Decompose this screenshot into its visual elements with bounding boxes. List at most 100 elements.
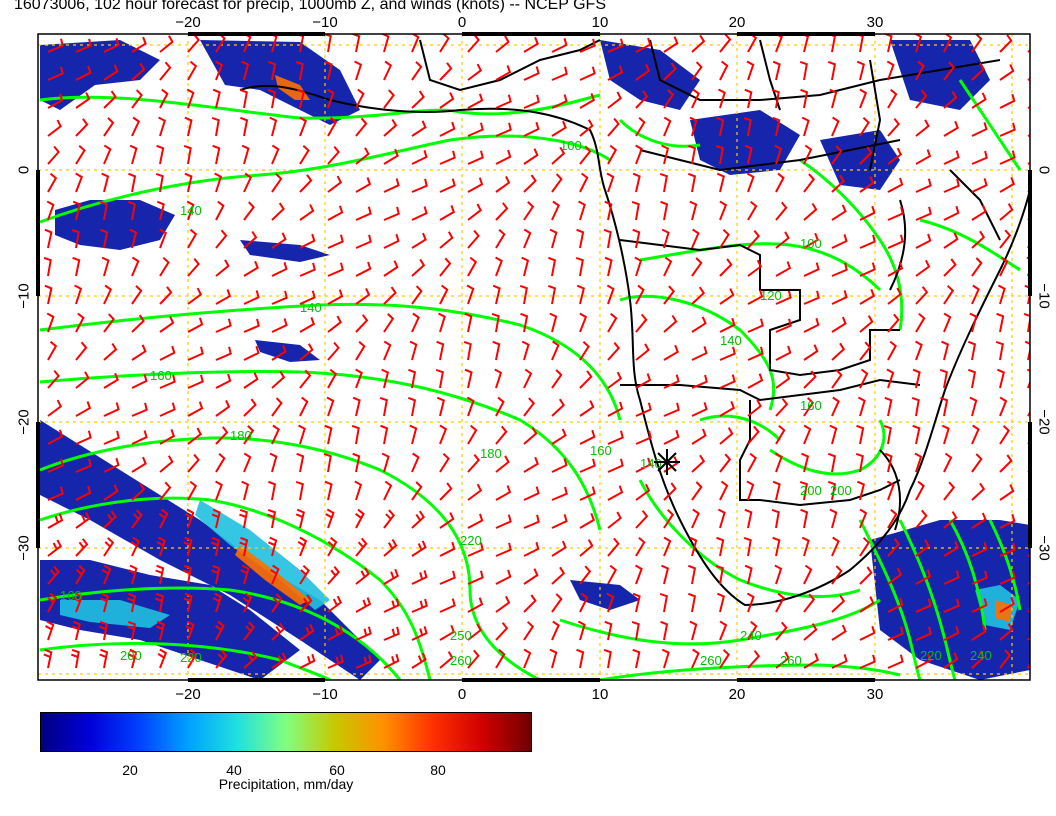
wind-barb (355, 177, 372, 193)
wind-barb (99, 620, 108, 641)
wind-barb (355, 234, 372, 249)
wind-barb (296, 88, 305, 109)
wind-barb (241, 60, 250, 81)
wind-barb (47, 119, 62, 137)
wind-barb (439, 541, 456, 557)
contour-label: 180 (230, 428, 252, 443)
wind-barb (439, 121, 456, 137)
wind-barb (521, 340, 530, 361)
wind-barb (381, 452, 390, 473)
wind-barb (915, 653, 932, 669)
wind-barb (158, 116, 167, 137)
wind-barb (887, 654, 904, 669)
wind-barb (129, 228, 138, 249)
wind-barb (887, 567, 903, 585)
wind-barb (492, 284, 501, 305)
wind-barb (747, 200, 758, 221)
wind-barb (999, 484, 1015, 501)
wind-barb (523, 36, 539, 53)
wind-barb (887, 206, 904, 221)
wind-barb (354, 60, 363, 81)
wind-barb (743, 116, 752, 137)
contour-label: 220 (180, 650, 202, 665)
wind-barb (915, 149, 932, 165)
wind-barb (439, 178, 456, 193)
wind-barb (467, 570, 484, 585)
wind-barb (579, 400, 595, 417)
contour-label: 260 (700, 653, 722, 668)
wind-barb (157, 648, 168, 669)
wind-barb (915, 340, 923, 361)
wind-barb (495, 455, 510, 473)
wind-barb (607, 564, 617, 585)
wind-barb (691, 228, 700, 249)
wind-barb (159, 429, 176, 445)
wind-barb (1023, 312, 1030, 333)
wind-barb (327, 315, 342, 333)
wind-barb (774, 564, 783, 585)
contour-label: 100 (560, 138, 582, 153)
wind-barb (831, 316, 847, 333)
wind-barb (103, 402, 120, 417)
wind-barb (271, 652, 287, 669)
colorbar-tick: 60 (329, 762, 345, 778)
wind-barb (103, 64, 119, 81)
wind-barb (128, 172, 137, 193)
wind-barb (127, 620, 137, 641)
wind-barb (131, 402, 148, 417)
wind-barb (185, 508, 195, 529)
wind-barb (995, 340, 1004, 361)
wind-barb (491, 312, 500, 333)
wind-barb (635, 483, 651, 501)
wind-barb (383, 480, 393, 501)
wind-barb (719, 427, 734, 445)
wind-barb (243, 260, 259, 277)
wind-barb (495, 485, 512, 501)
wind-barb (659, 172, 668, 193)
wind-barb (999, 542, 1016, 557)
wind-barb (383, 260, 399, 277)
wind-barb (47, 458, 64, 473)
contour-label: 220 (920, 648, 942, 663)
wind-barb (579, 565, 592, 585)
wind-barb (75, 312, 85, 333)
wind-barb (411, 626, 428, 641)
wind-barb (355, 597, 372, 613)
wind-barb (1024, 340, 1030, 361)
wind-barb (74, 284, 83, 305)
wind-barb (355, 206, 372, 221)
wind-barb (467, 483, 483, 501)
wind-barb (744, 88, 753, 109)
wind-barb (943, 90, 958, 109)
wind-barb (131, 456, 147, 473)
wind-barb (855, 452, 864, 473)
wind-barb (575, 256, 584, 277)
wind-barb (940, 396, 949, 417)
wind-barb (75, 511, 91, 529)
wind-barb (521, 256, 530, 277)
wind-barb (999, 203, 1014, 221)
wind-barb (100, 228, 109, 249)
contour-label: 140 (180, 203, 202, 218)
wind-barb (996, 312, 1005, 333)
wind-barb (663, 116, 672, 137)
wind-barb (941, 424, 950, 445)
wind-barb (971, 424, 980, 445)
wind-barb (551, 593, 563, 613)
wind-barb (240, 116, 249, 137)
wind-barb (75, 145, 86, 165)
wind-barb (271, 290, 288, 305)
wind-barb (663, 256, 673, 277)
wind-barb (439, 570, 456, 585)
wind-barb (159, 481, 172, 501)
wind-barb (859, 88, 868, 109)
wind-barb (663, 536, 672, 557)
wind-barb (663, 456, 679, 473)
wind-barb (464, 368, 473, 389)
wind-barb (43, 256, 52, 277)
wind-barb (915, 598, 932, 613)
wind-barb (996, 368, 1005, 389)
wind-barb (324, 480, 333, 501)
wind-barb (803, 397, 815, 417)
wind-barb (128, 648, 138, 669)
